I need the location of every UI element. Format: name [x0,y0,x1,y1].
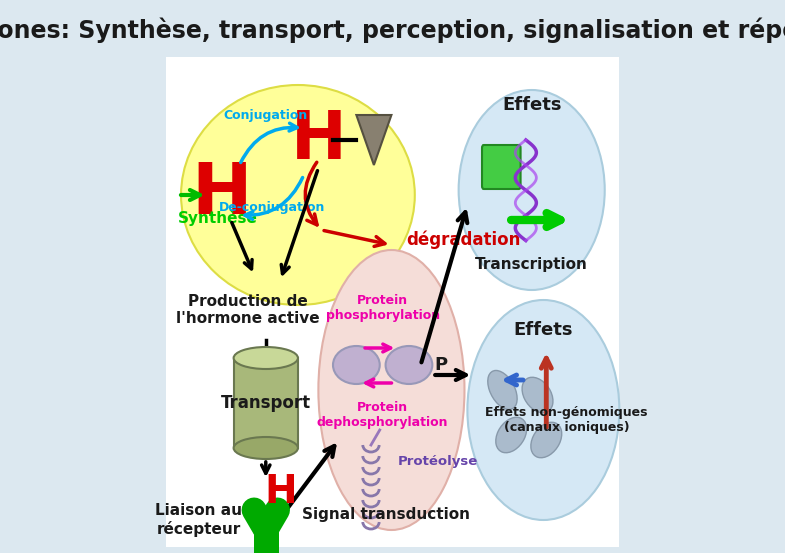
Text: dégradation: dégradation [406,231,520,249]
Ellipse shape [487,371,517,410]
Text: Synthèse: Synthèse [178,210,258,226]
Ellipse shape [259,547,272,553]
Ellipse shape [467,300,619,520]
Ellipse shape [234,347,298,369]
Text: Protein
dephosphorylation: Protein dephosphorylation [317,401,448,429]
FancyBboxPatch shape [482,145,520,189]
Text: Liaison au
récepteur: Liaison au récepteur [155,503,242,537]
Text: H: H [192,160,252,229]
Text: Effets: Effets [513,321,573,339]
Text: Transport: Transport [221,394,311,412]
Text: De-conjugation: De-conjugation [218,201,325,215]
Text: Signal transduction: Signal transduction [301,508,469,523]
Text: P: P [435,356,447,374]
Ellipse shape [531,422,562,458]
Ellipse shape [181,85,414,305]
Text: Protein
phosphorylation: Protein phosphorylation [326,294,440,322]
Text: Protéolyse: Protéolyse [397,456,477,468]
Text: Hormones: Synthèse, transport, perception, signalisation et réponses: Hormones: Synthèse, transport, perceptio… [0,17,785,43]
Text: Production de
l'hormone active: Production de l'hormone active [177,294,320,326]
Text: Transcription: Transcription [475,258,588,273]
FancyBboxPatch shape [166,57,619,547]
Ellipse shape [522,377,553,413]
FancyBboxPatch shape [163,0,623,55]
Text: Effets non-génomiques
(canaux ioniques): Effets non-génomiques (canaux ioniques) [485,406,648,434]
Ellipse shape [234,437,298,459]
FancyBboxPatch shape [234,358,298,448]
Polygon shape [356,115,392,165]
Text: Effets: Effets [502,96,561,114]
Ellipse shape [333,346,380,384]
Text: Conjugation: Conjugation [224,108,308,122]
Ellipse shape [385,346,433,384]
Ellipse shape [319,250,465,530]
Ellipse shape [458,90,604,290]
Ellipse shape [496,418,527,453]
Text: H: H [290,107,346,173]
Text: H: H [264,473,297,511]
